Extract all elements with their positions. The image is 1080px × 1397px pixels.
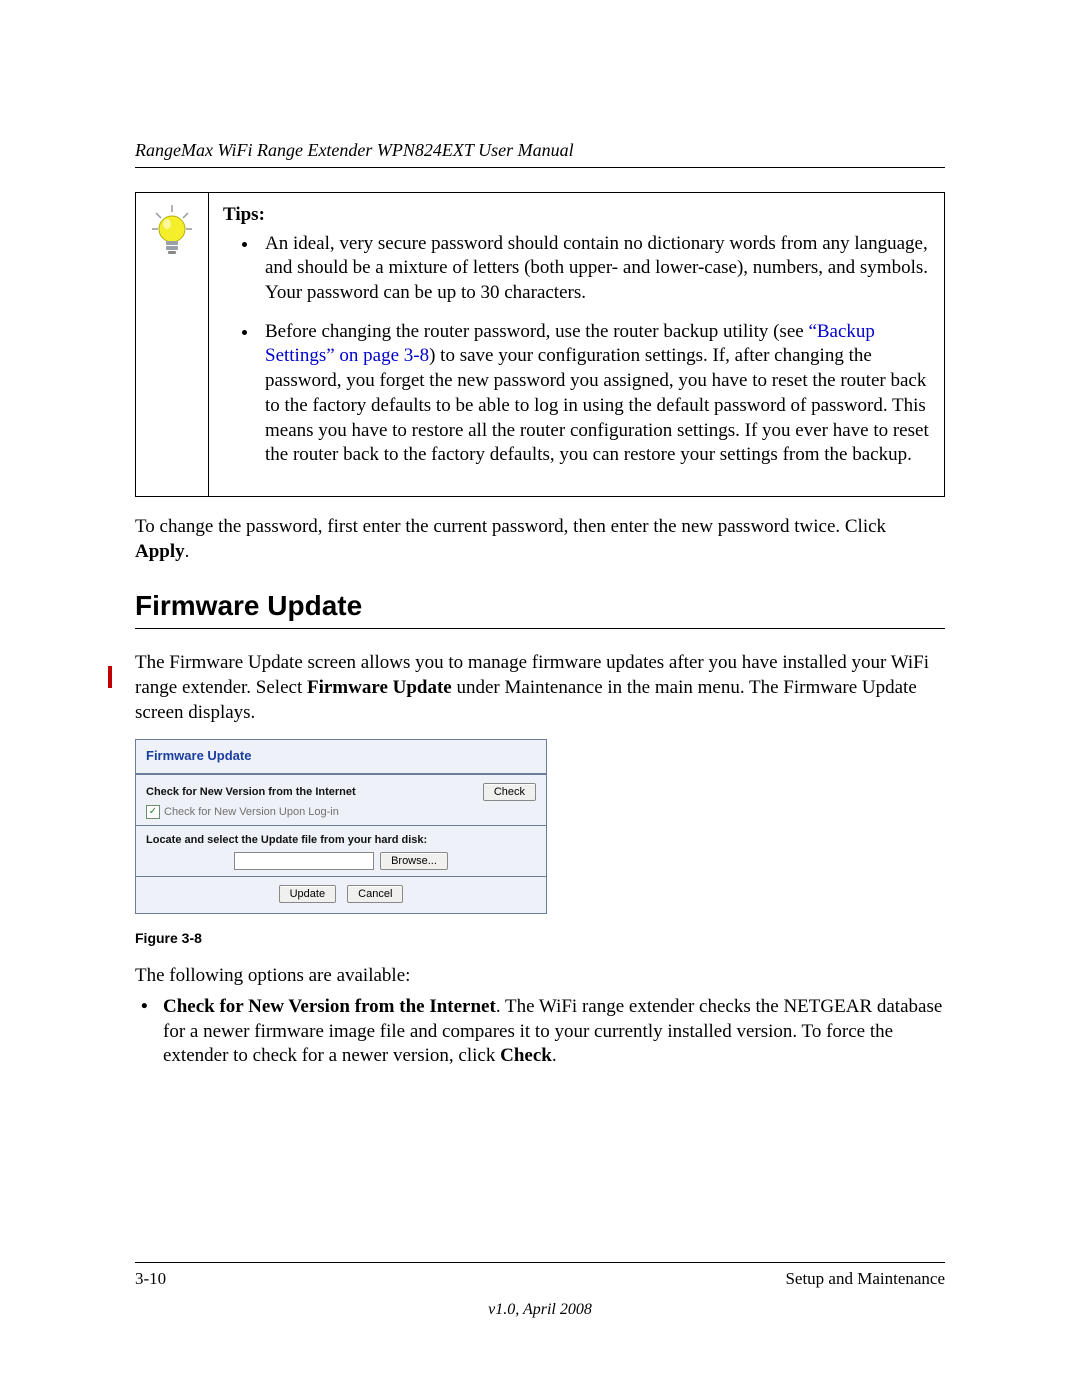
section-heading-firmware-update: Firmware Update (135, 590, 945, 622)
tips-box: Tips: An ideal, very secure password sho… (135, 192, 945, 497)
tip-icon-cell (136, 193, 209, 497)
check-version-section: Check for New Version from the Internet … (136, 775, 546, 826)
update-button[interactable]: Update (279, 885, 336, 903)
footer-rule (135, 1262, 945, 1263)
page-number: 3-10 (135, 1269, 166, 1289)
browse-button[interactable]: Browse... (380, 852, 448, 870)
apply-bold: Apply (135, 541, 185, 562)
header-rule (135, 167, 945, 168)
page-footer: 3-10 Setup and Maintenance v1.0, April 2… (135, 1262, 945, 1319)
locate-file-section: Locate and select the Update file from y… (136, 826, 546, 877)
tip-item-2: Before changing the router password, use… (259, 320, 930, 468)
check-button[interactable]: Check (483, 783, 536, 801)
fw-intro-bold: Firmware Update (307, 677, 452, 698)
check-on-login-row: ✓ Check for New Version Upon Log-in (146, 805, 536, 819)
firmware-update-screenshot: Firmware Update Check for New Version fr… (135, 739, 547, 914)
footer-section-name: Setup and Maintenance (785, 1269, 945, 1289)
page: RangeMax WiFi Range Extender WPN824EXT U… (0, 0, 1080, 1397)
firmware-intro-paragraph: The Firmware Update screen allows you to… (135, 651, 945, 725)
option-item-check-internet: Check for New Version from the Internet.… (163, 995, 945, 1069)
tips-list: An ideal, very secure password should co… (223, 232, 930, 468)
cancel-button[interactable]: Cancel (347, 885, 403, 903)
figure-caption: Figure 3-8 (135, 930, 945, 946)
doc-header-title: RangeMax WiFi Range Extender WPN824EXT U… (135, 140, 945, 161)
tips-content: Tips: An ideal, very secure password sho… (209, 193, 945, 497)
options-intro: The following options are available: (135, 964, 945, 989)
panel-title: Firmware Update (136, 740, 546, 775)
file-path-input[interactable] (234, 852, 374, 870)
tip2-pre: Before changing the router password, use… (265, 321, 808, 342)
check-on-login-label: Check for New Version Upon Log-in (164, 806, 339, 818)
opt1-bold2: Check (500, 1045, 552, 1066)
footer-version: v1.0, April 2008 (135, 1301, 945, 1319)
change-pw-post: . (185, 541, 190, 562)
change-password-paragraph: To change the password, first enter the … (135, 515, 945, 564)
action-buttons-section: Update Cancel (136, 877, 546, 913)
locate-file-label: Locate and select the Update file from y… (146, 834, 536, 846)
lightbulb-icon (150, 203, 194, 259)
check-version-label: Check for New Version from the Internet (146, 786, 356, 798)
change-bar (108, 666, 112, 688)
opt1-bold: Check for New Version from the Internet (163, 996, 496, 1017)
options-list: Check for New Version from the Internet.… (135, 995, 945, 1069)
opt1-post: . (552, 1045, 557, 1066)
section-rule (135, 628, 945, 629)
change-pw-pre: To change the password, first enter the … (135, 516, 886, 537)
tips-label: Tips: (223, 203, 930, 228)
check-on-login-checkbox[interactable]: ✓ (146, 805, 160, 819)
tip-item-1: An ideal, very secure password should co… (259, 232, 930, 306)
